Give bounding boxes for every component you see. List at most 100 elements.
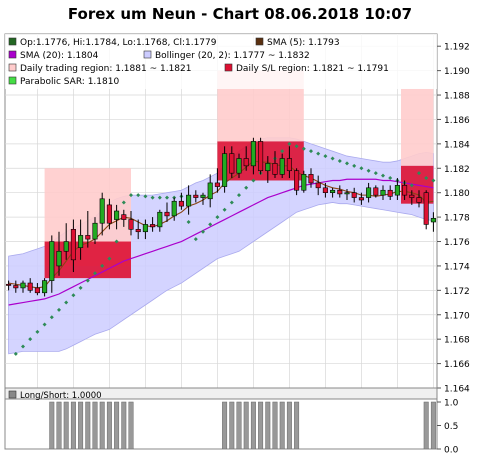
long-short-bar-17	[128, 401, 134, 449]
candle-6	[49, 235, 55, 293]
candle-39	[286, 146, 292, 179]
sar-point-1	[13, 351, 18, 356]
sar-point-56	[409, 183, 414, 188]
sar-point-53	[388, 176, 393, 181]
candle-11	[85, 211, 91, 248]
candle-5	[42, 278, 48, 297]
tick-label-1.184: 1.184	[444, 140, 470, 150]
legend-swatch-3	[143, 50, 152, 59]
candle-body-59	[430, 218, 436, 223]
candle-0	[6, 280, 12, 291]
candle-58	[423, 190, 429, 230]
candle-35	[258, 137, 264, 175]
candle-8	[63, 223, 69, 260]
sar-point-58	[424, 176, 429, 181]
sar-point-48	[352, 163, 357, 168]
candle-body-45	[330, 189, 336, 193]
sar-point-41	[301, 146, 306, 151]
candle-body-53	[387, 189, 393, 197]
sub-tick-label-0.5: 0.5	[444, 422, 458, 432]
tick-label-1.182: 1.182	[444, 165, 470, 175]
sar-point-47	[345, 161, 349, 166]
sar-point-42	[309, 149, 313, 154]
candle-body-58	[423, 192, 429, 225]
sar-point-40	[294, 144, 299, 149]
candle-47	[344, 189, 350, 201]
sub-tick-label-0.0: 0.0	[444, 446, 459, 456]
candle-body-21	[157, 211, 163, 228]
candle-body-19	[142, 224, 148, 233]
candle-body-52	[380, 189, 386, 196]
candle-body-17	[128, 219, 134, 230]
candle-body-41	[301, 174, 307, 191]
candle-body-56	[409, 194, 415, 198]
candle-body-39	[286, 158, 292, 172]
candle-59	[430, 212, 436, 232]
candle-body-35	[258, 141, 264, 172]
candle-54	[394, 178, 400, 201]
candle-50	[366, 182, 372, 203]
sar-point-31	[229, 200, 234, 205]
candle-30	[222, 146, 228, 193]
candle-body-46	[337, 189, 343, 195]
legend-swatch-6	[8, 76, 17, 85]
sar-point-34	[251, 178, 256, 183]
candle-22	[164, 202, 170, 222]
candle-55	[402, 180, 408, 201]
candle-1	[13, 280, 19, 293]
candle-2	[20, 280, 26, 293]
candle-32	[236, 153, 242, 179]
sar-point-19	[143, 194, 148, 199]
candle-body-57	[416, 197, 422, 203]
candle-body-42	[308, 174, 314, 184]
long-short-bar-9	[70, 401, 76, 449]
sar-point-14	[107, 256, 112, 261]
sar-point-57	[417, 171, 421, 176]
candle-body-47	[344, 192, 350, 195]
candle-body-7	[56, 250, 62, 267]
candle-body-3	[27, 282, 33, 291]
candle-body-40	[294, 170, 300, 191]
candle-42	[308, 168, 314, 188]
candle-body-12	[92, 222, 98, 240]
long-short-bar-31	[229, 401, 235, 449]
sar-point-29	[215, 215, 220, 220]
candle-24	[178, 192, 184, 210]
candle-body-13	[99, 198, 105, 224]
candles	[6, 137, 436, 297]
candle-45	[330, 187, 336, 198]
candle-body-5	[42, 280, 48, 294]
sar-point-25	[186, 219, 191, 224]
candle-18	[135, 219, 141, 240]
main-y-axis: 1.164 1.166 1.168 1.170 1.172 1.174 1.176 1.178…	[437, 43, 470, 395]
long-short-bar-15	[114, 401, 120, 449]
candle-body-20	[150, 224, 156, 228]
sar-point-9	[71, 293, 76, 298]
long-short-bar-7	[56, 401, 62, 449]
candle-body-16	[121, 214, 127, 220]
long-short-bar-59	[430, 401, 436, 449]
sub-legend-swatch	[8, 390, 17, 399]
tick-label-1.176: 1.176	[444, 238, 470, 248]
long-short-bar-34	[250, 401, 256, 449]
candle-41	[301, 170, 307, 193]
candle-21	[157, 209, 163, 232]
legend-background	[5, 34, 437, 89]
sar-point-8	[64, 300, 69, 305]
sar-point-28	[208, 222, 213, 227]
candle-10	[78, 219, 84, 260]
sar-point-52	[381, 173, 385, 178]
legend-label-4: Daily trading region: 1.1881 ~ 1.1821	[20, 64, 191, 74]
legend: Op:1.1776, Hi:1.1784, Lo:1.1768, Cl:1.17…	[5, 34, 437, 89]
sar-point-12	[93, 271, 97, 276]
tick-label-1.186: 1.186	[444, 116, 470, 126]
candle-body-15	[114, 210, 120, 220]
sar-point-30	[222, 207, 227, 212]
sar-point-43	[316, 151, 321, 156]
sar-point-45	[330, 156, 335, 161]
candle-body-11	[85, 235, 91, 240]
long-short-bar-12	[92, 401, 98, 449]
candle-16	[121, 209, 127, 227]
candle-body-22	[164, 211, 170, 217]
trading-region-2	[401, 88, 434, 166]
